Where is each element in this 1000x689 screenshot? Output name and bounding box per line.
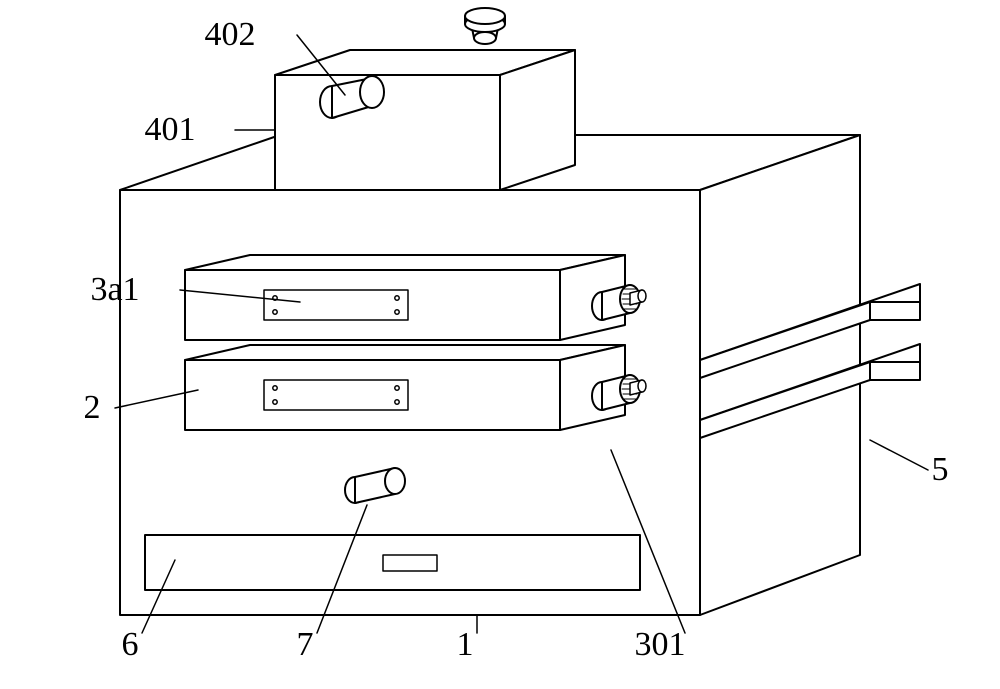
label-7: 7 [297, 626, 314, 663]
leader-ld5 [870, 440, 928, 470]
label-1: 1 [457, 626, 474, 663]
label-2: 2 [84, 389, 101, 426]
label-6: 6 [122, 626, 139, 663]
unit-a-top [185, 255, 625, 270]
topbox-401-side [500, 50, 575, 190]
cylinder-7-front [385, 468, 405, 494]
shelf-2-side [870, 362, 920, 380]
unit-b-front [185, 360, 560, 430]
patent-figure: 402 401 3a1 2 5 6 7 1 301 [0, 0, 1000, 689]
unit-b-top [185, 345, 625, 360]
label-5: 5 [932, 451, 949, 488]
cap-stem-base [474, 32, 496, 44]
knob-301-tip-end [638, 380, 646, 392]
unit-a-front [185, 270, 560, 340]
knob-a-tip-end [638, 290, 646, 302]
cap-top [465, 8, 505, 24]
topbox-401-front [275, 75, 500, 190]
knob-402-front [360, 76, 384, 108]
label-301: 301 [635, 626, 686, 663]
label-402: 402 [205, 16, 256, 53]
label-401: 401 [145, 111, 196, 148]
shelf-1-side [870, 302, 920, 320]
label-3a1: 3a1 [90, 271, 139, 308]
